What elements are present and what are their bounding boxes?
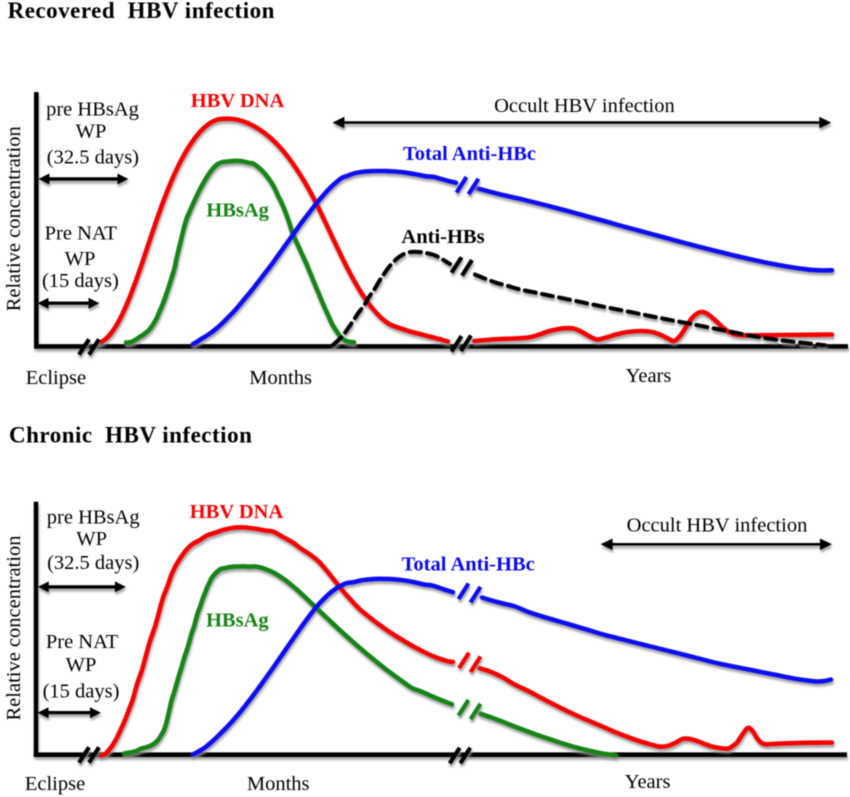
svg-text:Occult HBV infection: Occult HBV infection (627, 515, 808, 537)
svg-text:(15 days): (15 days) (42, 270, 119, 292)
svg-text:(32.5 days): (32.5 days) (47, 147, 139, 169)
svg-text:Eclipse: Eclipse (26, 367, 86, 389)
svg-text:Relative concentration: Relative concentration (3, 536, 25, 721)
svg-text:WP: WP (76, 528, 107, 550)
svg-text:Relative concentration: Relative concentration (3, 126, 25, 311)
svg-text:Chronic HBV infection: Chronic HBV infection (9, 423, 252, 448)
svg-text:Anti-HBs: Anti-HBs (401, 226, 484, 248)
svg-text:Total Anti-HBc: Total Anti-HBc (402, 554, 535, 576)
svg-text:(32.5 days): (32.5 days) (47, 552, 139, 574)
svg-text:Months: Months (247, 773, 310, 795)
svg-text:Years: Years (626, 365, 672, 387)
svg-text:Months: Months (249, 367, 312, 389)
svg-text:pre HBsAg: pre HBsAg (46, 99, 139, 121)
svg-text:WP: WP (65, 248, 96, 270)
svg-text:Years: Years (625, 771, 671, 793)
svg-text:(15 days): (15 days) (43, 681, 120, 703)
svg-text:Pre NAT: Pre NAT (46, 631, 119, 653)
svg-text:HBV DNA: HBV DNA (191, 90, 285, 112)
svg-text:Occult HBV infection: Occult HBV infection (494, 95, 675, 117)
svg-text:WP: WP (76, 121, 107, 143)
svg-text:pre HBsAg: pre HBsAg (47, 507, 140, 529)
svg-text:WP: WP (66, 654, 97, 676)
svg-text:Recovered HBV infection: Recovered HBV infection (8, 0, 275, 23)
svg-text:HBsAg: HBsAg (206, 200, 269, 222)
svg-text:HBsAg: HBsAg (206, 610, 269, 632)
svg-text:Eclipse: Eclipse (25, 773, 85, 795)
svg-text:HBV DNA: HBV DNA (190, 501, 284, 523)
svg-text:Total Anti-HBc: Total Anti-HBc (403, 143, 536, 165)
svg-text:Pre NAT: Pre NAT (45, 223, 118, 245)
